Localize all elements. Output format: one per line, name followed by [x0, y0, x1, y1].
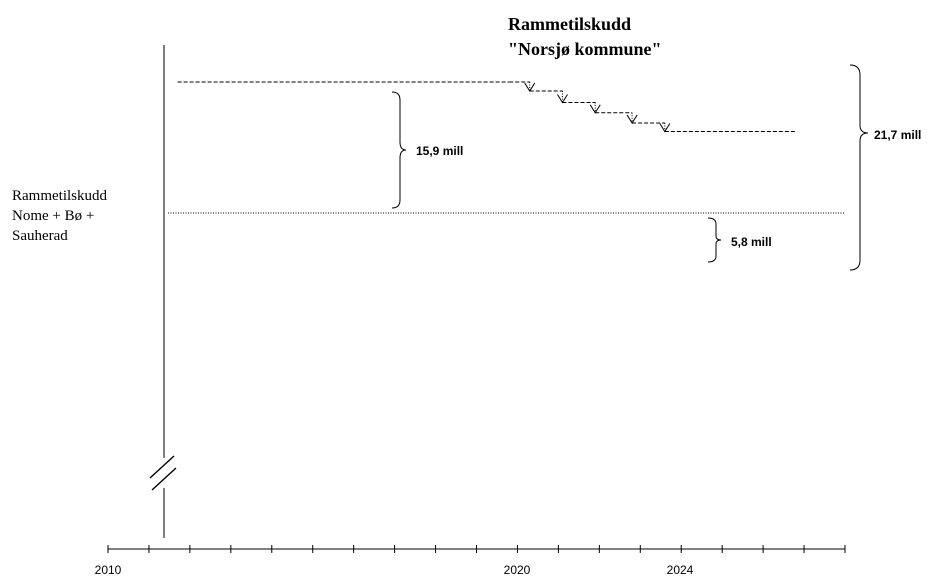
annotation-5-8-mill: 5,8 mill	[731, 235, 772, 249]
x-tick-label-2024: 2024	[667, 563, 694, 577]
side-label-line-2: Nome + Bø +	[12, 208, 94, 224]
side-label-line-3: Sauherad	[12, 228, 68, 244]
chart-title-line-2: "Norsjø kommune"	[508, 39, 661, 59]
side-label-line-1: Rammetilskudd	[12, 188, 107, 204]
axis-break-mark-1	[149, 455, 175, 479]
annotation-15-9-mill: 15,9 mill	[416, 144, 463, 158]
x-tick-label-2020: 2020	[504, 563, 531, 577]
chart-title-line-1: Rammetilskudd	[508, 14, 631, 34]
annotation-21-7-mill: 21,7 mill	[874, 128, 921, 142]
brace-21-7	[849, 64, 869, 271]
brace-5-8	[707, 217, 722, 263]
axis-break-mark-2	[151, 467, 177, 491]
brace-15-9	[391, 91, 407, 209]
x-axis-ticks	[107, 545, 846, 553]
x-tick-label-2010: 2010	[95, 563, 122, 577]
step-arrowhead-4	[557, 94, 568, 104]
step-series	[177, 81, 796, 133]
step-arrowhead-10	[659, 123, 671, 133]
